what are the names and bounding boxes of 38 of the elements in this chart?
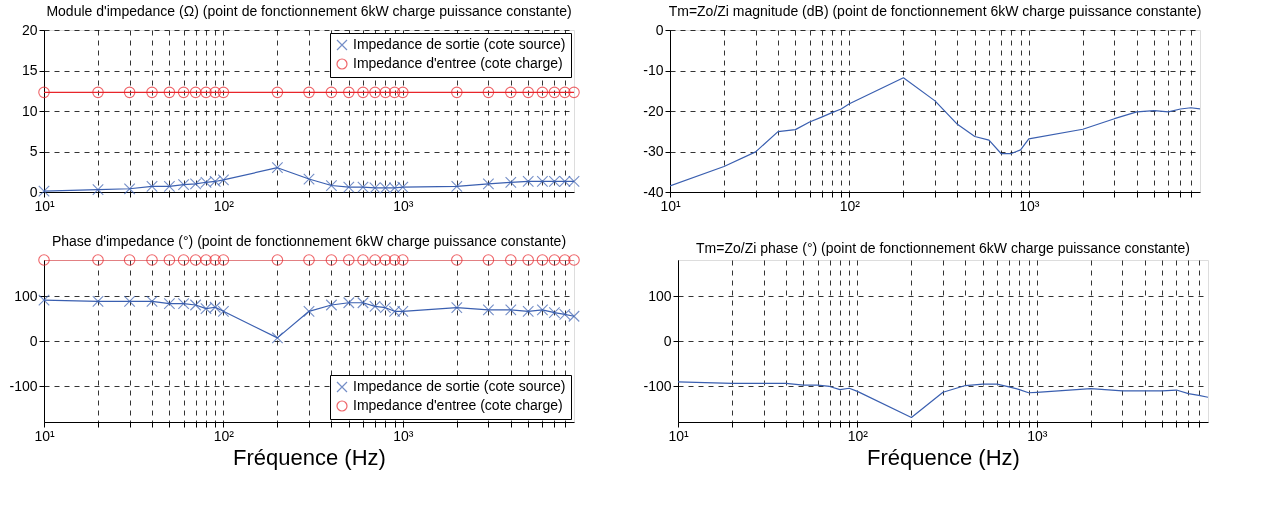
x-tick-label: 10² xyxy=(847,427,869,444)
x-tick-label: 10³ xyxy=(1019,197,1040,214)
chart-title: Module d'impedance (Ω) (point de fonctionnement 6kW charge puissance constante) xyxy=(46,3,572,19)
x-tick-label: 10² xyxy=(213,427,235,444)
legend-label: Impedance d'entree (cote charge) xyxy=(353,55,563,71)
y-tick-label: 10 xyxy=(21,102,38,119)
y-tick-label: 0 xyxy=(663,332,672,349)
x-tick-label: 10¹ xyxy=(34,427,55,444)
legend-label: Impedance de sortie (cote source) xyxy=(353,36,566,52)
x-tick-label: 10³ xyxy=(1027,427,1048,444)
x-tick-label: 10¹ xyxy=(660,197,681,214)
y-tick-label: 100 xyxy=(14,287,38,304)
y-tick-label: 20 xyxy=(21,21,38,38)
x-tick-label: 10² xyxy=(839,197,861,214)
legend-label: Impedance de sortie (cote source) xyxy=(353,378,566,394)
chart-title: Tm=Zo/Zi magnitude (dB) (point de fonctionnement 6kW charge puissance constante) xyxy=(668,3,1202,19)
y-tick-label: -10 xyxy=(643,62,664,78)
x-tick-label: 10¹ xyxy=(34,197,55,214)
y-tick-label: -20 xyxy=(643,102,664,119)
y-tick-label: -40 xyxy=(643,183,664,200)
x-tick-label: 10¹ xyxy=(668,427,689,444)
y-tick-label: 100 xyxy=(648,287,672,304)
y-tick-label: 0 xyxy=(29,183,38,200)
x-axis-title: Fréquence (Hz) xyxy=(867,444,1020,470)
x-tick-label: 10³ xyxy=(393,427,414,444)
x-tick-label: 10³ xyxy=(393,197,414,214)
chart-title: Tm=Zo/Zi phase (°) (point de fonctionnement 6kW charge puissance constante) xyxy=(696,240,1190,256)
y-tick-label: -30 xyxy=(643,143,664,159)
y-tick-label: 5 xyxy=(29,143,38,159)
y-tick-label: 15 xyxy=(21,62,38,78)
chart-title: Phase d'impedance (°) (point de fonctionnement 6kW charge puissance constante) xyxy=(51,232,567,249)
x-axis-title: Fréquence (Hz) xyxy=(233,444,386,470)
x-tick-label: 10² xyxy=(213,197,235,214)
y-tick-label: 0 xyxy=(29,332,38,349)
y-tick-label: -100 xyxy=(9,377,38,394)
legend-label: Impedance d'entree (cote charge) xyxy=(353,397,563,413)
y-tick-label: 0 xyxy=(655,21,664,38)
y-tick-label: -100 xyxy=(643,377,672,394)
